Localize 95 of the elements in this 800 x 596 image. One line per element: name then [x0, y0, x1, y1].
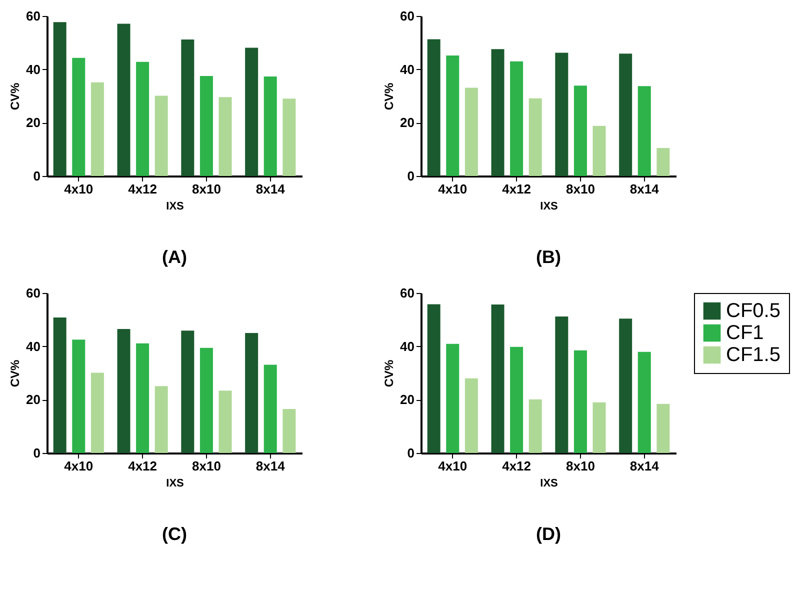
- bar: [90, 82, 104, 176]
- bar: [200, 348, 213, 453]
- bar: [446, 344, 460, 453]
- bar: [464, 88, 478, 176]
- y-tick-label: 60: [26, 8, 40, 24]
- x-tick-label: 8x10: [192, 458, 221, 474]
- x-tick-label: 4x10: [438, 182, 468, 196]
- bar: [491, 49, 504, 176]
- x-tick-label: 4x10: [64, 182, 94, 196]
- bar: [528, 98, 542, 176]
- bar: [574, 86, 587, 176]
- x-tick-label: 4x12: [502, 182, 532, 196]
- bar: [656, 404, 670, 453]
- bar: [117, 24, 130, 176]
- bar: [282, 98, 296, 176]
- bar: [136, 343, 150, 453]
- x-axis-title: IXS: [540, 200, 558, 212]
- y-tick-label: 0: [407, 446, 414, 460]
- y-axis-title: CV%: [382, 82, 396, 110]
- bar: [264, 76, 277, 176]
- x-axis-title: IXS: [540, 478, 558, 490]
- y-axis-title: CV%: [382, 360, 396, 388]
- x-tick-label: 8x10: [566, 182, 595, 196]
- bar: [72, 58, 86, 176]
- bar: [181, 39, 194, 176]
- bar: [53, 22, 66, 176]
- bar: [510, 61, 524, 176]
- x-tick-label: 8x10: [566, 458, 595, 474]
- bar: [574, 350, 587, 453]
- x-tick-label: 4x12: [502, 458, 532, 474]
- y-tick-label: 0: [33, 168, 40, 184]
- bar: [446, 55, 460, 176]
- bar: [72, 340, 86, 453]
- bar: [117, 329, 130, 453]
- y-tick-label: 40: [400, 62, 414, 77]
- y-tick-label: 60: [26, 286, 40, 300]
- x-tick-label: 4x12: [128, 182, 158, 196]
- bar: [656, 148, 670, 176]
- x-tick-label: 4x10: [438, 458, 468, 474]
- y-tick-label: 20: [26, 115, 40, 130]
- text: (D): [536, 524, 561, 544]
- bar: [555, 52, 568, 176]
- y-tick-label: 0: [33, 446, 40, 460]
- y-tick-label: 40: [26, 338, 40, 354]
- bar: [555, 316, 568, 453]
- text: (B): [536, 247, 561, 267]
- legend-label: CF1: [726, 322, 764, 344]
- bar: [427, 304, 440, 453]
- bar: [154, 96, 168, 176]
- bar: [282, 409, 296, 453]
- bar: [154, 386, 168, 453]
- legend-label: CF1.5: [726, 344, 780, 366]
- bar: [53, 318, 66, 453]
- x-axis-title: IXS: [166, 478, 184, 490]
- x-tick-label: 8x14: [256, 458, 286, 474]
- bar: [218, 390, 232, 453]
- x-tick-label: 8x14: [630, 458, 660, 474]
- x-tick-label: 8x14: [630, 182, 660, 196]
- bar: [638, 86, 651, 176]
- bar: [592, 126, 606, 176]
- y-axis-title: CV%: [8, 360, 22, 388]
- y-axis-title: CV%: [8, 82, 22, 110]
- x-axis-title: IXS: [166, 200, 184, 212]
- y-tick-label: 20: [400, 115, 414, 130]
- y-tick-label: 60: [400, 286, 414, 300]
- bar: [491, 304, 504, 453]
- bar: [619, 318, 632, 453]
- x-tick-label: 8x14: [256, 182, 286, 196]
- y-tick-label: 20: [400, 392, 414, 408]
- bar: [245, 48, 258, 176]
- text: (A): [162, 247, 187, 267]
- bar: [427, 39, 440, 176]
- bar: [638, 352, 651, 453]
- y-tick-label: 40: [400, 338, 414, 354]
- bar: [245, 333, 258, 453]
- bar: [592, 402, 606, 453]
- bar: [264, 364, 277, 453]
- y-tick-label: 20: [26, 392, 40, 408]
- bar: [218, 97, 232, 176]
- text: (C): [162, 524, 187, 544]
- x-tick-label: 4x10: [64, 458, 94, 474]
- x-tick-label: 4x12: [128, 458, 158, 474]
- bar: [464, 378, 478, 453]
- y-tick-label: 40: [26, 62, 40, 77]
- y-tick-label: 0: [407, 168, 414, 184]
- bar: [510, 346, 524, 453]
- bar: [528, 399, 542, 453]
- bar: [136, 62, 150, 176]
- bar: [90, 372, 104, 453]
- bar: [619, 54, 632, 176]
- legend-label: CF0.5: [726, 300, 780, 322]
- bar: [200, 76, 213, 176]
- y-tick-label: 60: [400, 8, 414, 24]
- x-tick-label: 8x10: [192, 182, 221, 196]
- bar: [181, 330, 194, 453]
